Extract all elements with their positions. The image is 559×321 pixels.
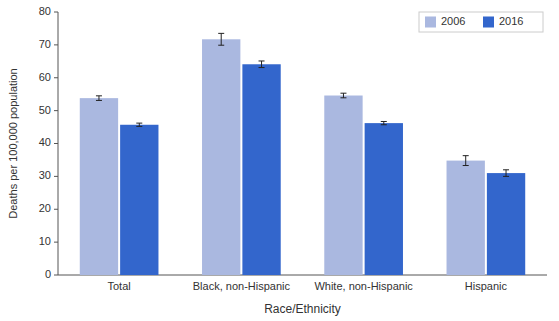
error-bar: [136, 123, 142, 126]
y-tick: [54, 44, 58, 45]
y-tick: [54, 77, 58, 78]
error-bar: [96, 96, 102, 101]
y-tick-label: 70: [39, 38, 51, 50]
error-bar: [340, 93, 346, 98]
legend-label: 2016: [499, 15, 523, 27]
error-bar: [218, 33, 224, 45]
x-tick-label: White, non-Hispanic: [314, 280, 413, 292]
plot-area: [80, 33, 525, 275]
bar: [487, 173, 525, 275]
legend-box: [419, 12, 543, 32]
legend: 2006 2016: [419, 12, 543, 32]
bar: [120, 125, 158, 275]
y-tick-label: 50: [39, 104, 51, 116]
bar: [447, 161, 485, 275]
chart-container: 0 10 20 30 40 50 60 70 80 Deaths per 100,000 popu…: [0, 0, 559, 321]
y-tick-label: 60: [39, 71, 51, 83]
x-tick-label: Hispanic: [465, 280, 508, 292]
bar: [365, 123, 403, 275]
y-axis: 0 10 20 30 40 50 60 70 80: [39, 5, 58, 280]
y-tick: [54, 143, 58, 144]
legend-swatch: [483, 17, 494, 28]
chart: 0 10 20 30 40 50 60 70 80 Deaths per 100,000 popu…: [0, 0, 559, 321]
y-tick-label: 80: [39, 5, 51, 17]
y-tick-label: 30: [39, 169, 51, 181]
bar: [324, 96, 362, 275]
y-tick: [54, 176, 58, 177]
x-axis-label: Race/Ethnicity: [264, 302, 341, 316]
legend-label: 2006: [441, 15, 465, 27]
y-tick-label: 0: [45, 268, 51, 280]
y-tick: [54, 12, 58, 13]
bar: [202, 39, 240, 275]
y-tick-label: 40: [39, 136, 51, 148]
bar: [80, 98, 118, 275]
series: [120, 61, 525, 275]
y-axis-label: Deaths per 100,000 population: [7, 68, 19, 218]
x-tick-label: Total: [108, 280, 131, 292]
x-tick-label: Black, non-Hispanic: [193, 280, 291, 292]
error-bar: [503, 170, 509, 177]
error-bar: [463, 156, 469, 166]
legend-swatch: [425, 17, 436, 28]
bar: [242, 64, 280, 275]
error-bar: [381, 121, 387, 124]
y-tick-label: 20: [39, 202, 51, 214]
y-tick: [54, 110, 58, 111]
y-tick: [54, 209, 58, 210]
y-tick: [54, 275, 58, 276]
y-tick-label: 10: [39, 235, 51, 247]
y-tick: [54, 242, 58, 243]
series: [80, 33, 485, 275]
x-axis: Total Black, non-Hispanic White, non-Hispa…: [58, 275, 547, 292]
error-bar: [259, 61, 265, 68]
